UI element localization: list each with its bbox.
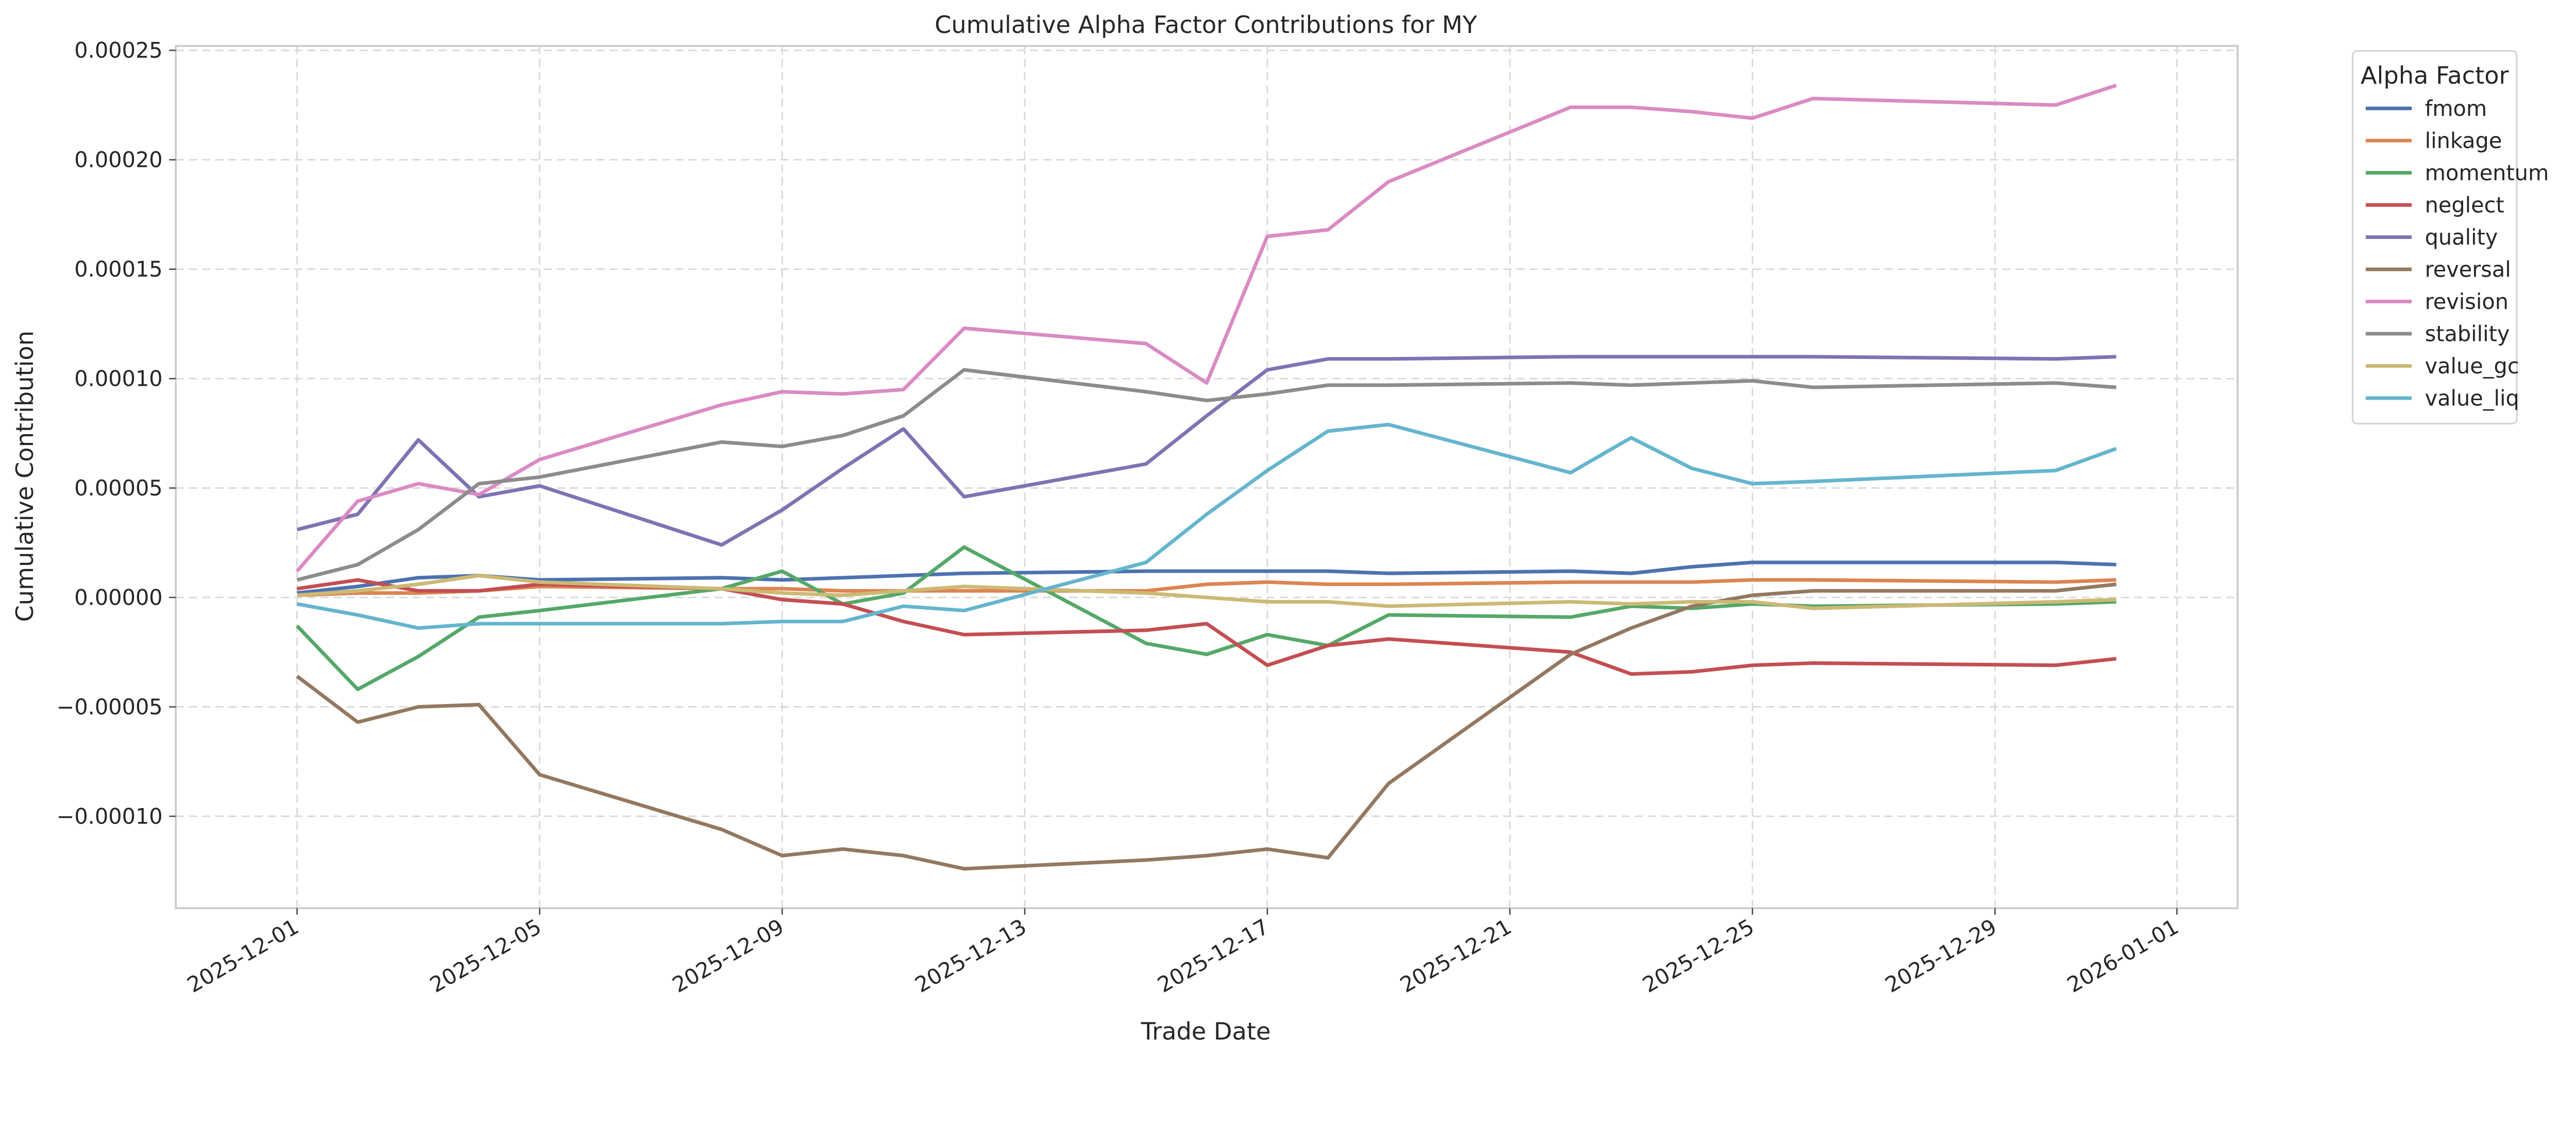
legend-label-linkage: linkage bbox=[2425, 128, 2502, 153]
series-line-neglect bbox=[297, 578, 2117, 676]
legend-title: Alpha Factor bbox=[2361, 62, 2509, 90]
y-tick-label: 0.00005 bbox=[74, 476, 162, 501]
y-tick-label: −0.00005 bbox=[57, 695, 163, 719]
legend-label-quality: quality bbox=[2425, 225, 2498, 250]
legend-label-fmom: fmom bbox=[2425, 96, 2487, 121]
line-chart: Cumulative Alpha Factor Contributions fo… bbox=[0, 0, 2576, 1058]
series-lines bbox=[295, 83, 2117, 871]
series-line-value_liq bbox=[296, 422, 2117, 630]
legend-label-reversal: reversal bbox=[2425, 257, 2511, 282]
y-axis-label: Cumulative Contribution bbox=[11, 331, 39, 622]
legend-label-value_liq: value_liq bbox=[2425, 386, 2519, 410]
y-tick-label: 0.00010 bbox=[74, 366, 162, 391]
legend-label-value_gc: value_gc bbox=[2425, 354, 2519, 379]
legend: Alpha Factor fmom linkage momentum neglect q… bbox=[2351, 50, 2549, 425]
x-axis-label: Trade Date bbox=[1141, 1017, 1271, 1045]
legend-label-neglect: neglect bbox=[2425, 193, 2504, 217]
legend-label-stability: stability bbox=[2425, 321, 2510, 346]
series-line-stability bbox=[296, 368, 2116, 582]
series-line-quality bbox=[296, 355, 2116, 547]
series-line-value_gc bbox=[297, 574, 2116, 610]
chart-title: Cumulative Alpha Factor Contributions fo… bbox=[935, 11, 1478, 39]
background bbox=[0, 0, 2576, 1058]
series-line-momentum bbox=[296, 545, 2116, 691]
y-tick-label: 0.00000 bbox=[74, 585, 162, 610]
legend-box bbox=[2351, 50, 2518, 425]
series-line-revision bbox=[295, 83, 2117, 573]
y-tick-labels: −0.00010 −0.00005 0.00000 0.00005 0.00010 0.0… bbox=[57, 38, 176, 829]
y-tick-label: 0.00025 bbox=[74, 38, 162, 63]
y-tick-label: 0.00015 bbox=[74, 257, 162, 282]
y-tick-label: 0.00020 bbox=[74, 148, 162, 173]
legend-label-momentum: momentum bbox=[2425, 161, 2549, 185]
y-tick-label: −0.00010 bbox=[57, 804, 163, 829]
legend-label-revision: revision bbox=[2425, 289, 2509, 314]
plot-frame bbox=[175, 45, 2239, 910]
